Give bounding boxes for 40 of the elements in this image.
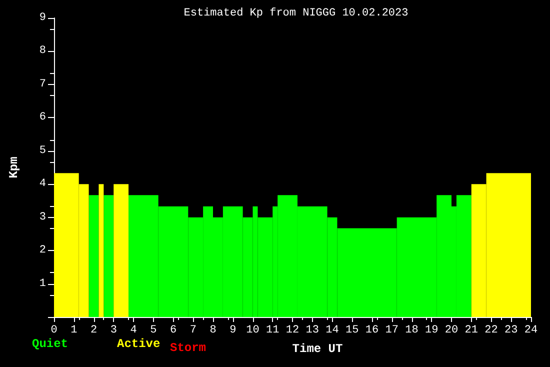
x-tick-label: 21 (464, 324, 478, 336)
series-label: Active (117, 337, 160, 351)
x-tick-label: 1 (70, 324, 78, 336)
x-tick-label: 18 (405, 324, 418, 336)
x-tick-label: 20 (444, 324, 458, 336)
x-tick-label: 9 (230, 324, 236, 336)
x-tick-label: 0 (50, 324, 58, 336)
x-tick-label: 6 (170, 324, 177, 336)
x-tick-label: 17 (385, 324, 398, 336)
x-tick-label: 2 (90, 324, 98, 336)
y-tick-label: 1 (39, 278, 46, 290)
x-tick-label: 15 (346, 324, 359, 336)
y-tick-label: 8 (39, 45, 46, 58)
x-tick-label: 4 (130, 324, 138, 336)
y-tick-label: 6 (39, 112, 46, 124)
y-tick-label: 7 (39, 78, 46, 90)
y-tick-label: 2 (39, 244, 46, 257)
x-tick-label: 16 (365, 324, 379, 336)
text: Storm (170, 341, 206, 355)
y-tick-label: 3 (39, 211, 46, 224)
y-axis-title: Kpm (7, 156, 21, 178)
x-axis-title: Time UT (292, 342, 343, 356)
x-tick-label: 7 (190, 324, 196, 336)
x-tick-label: 24 (524, 324, 538, 336)
x-tick-label: 3 (110, 324, 117, 336)
x-tick-label: 23 (504, 324, 518, 336)
x-tick-label: 5 (150, 324, 157, 336)
x-tick-label: 13 (306, 324, 319, 336)
y-tick-label: 9 (39, 12, 46, 24)
chart-title: Estimated Kp from NIGGG 10.02.2023 (184, 8, 408, 20)
x-tick-label: 19 (425, 324, 438, 336)
y-tick-label: 5 (39, 144, 46, 157)
x-tick-label: 14 (326, 324, 340, 336)
x-tick-label: 12 (286, 324, 300, 336)
text: Quiet (32, 337, 68, 351)
x-tick-label: 11 (266, 324, 280, 336)
x-tick-label: 8 (210, 324, 216, 336)
x-tick-label: 22 (484, 324, 498, 336)
x-tick-label: 10 (246, 324, 260, 336)
y-tick-label: 4 (39, 178, 46, 190)
